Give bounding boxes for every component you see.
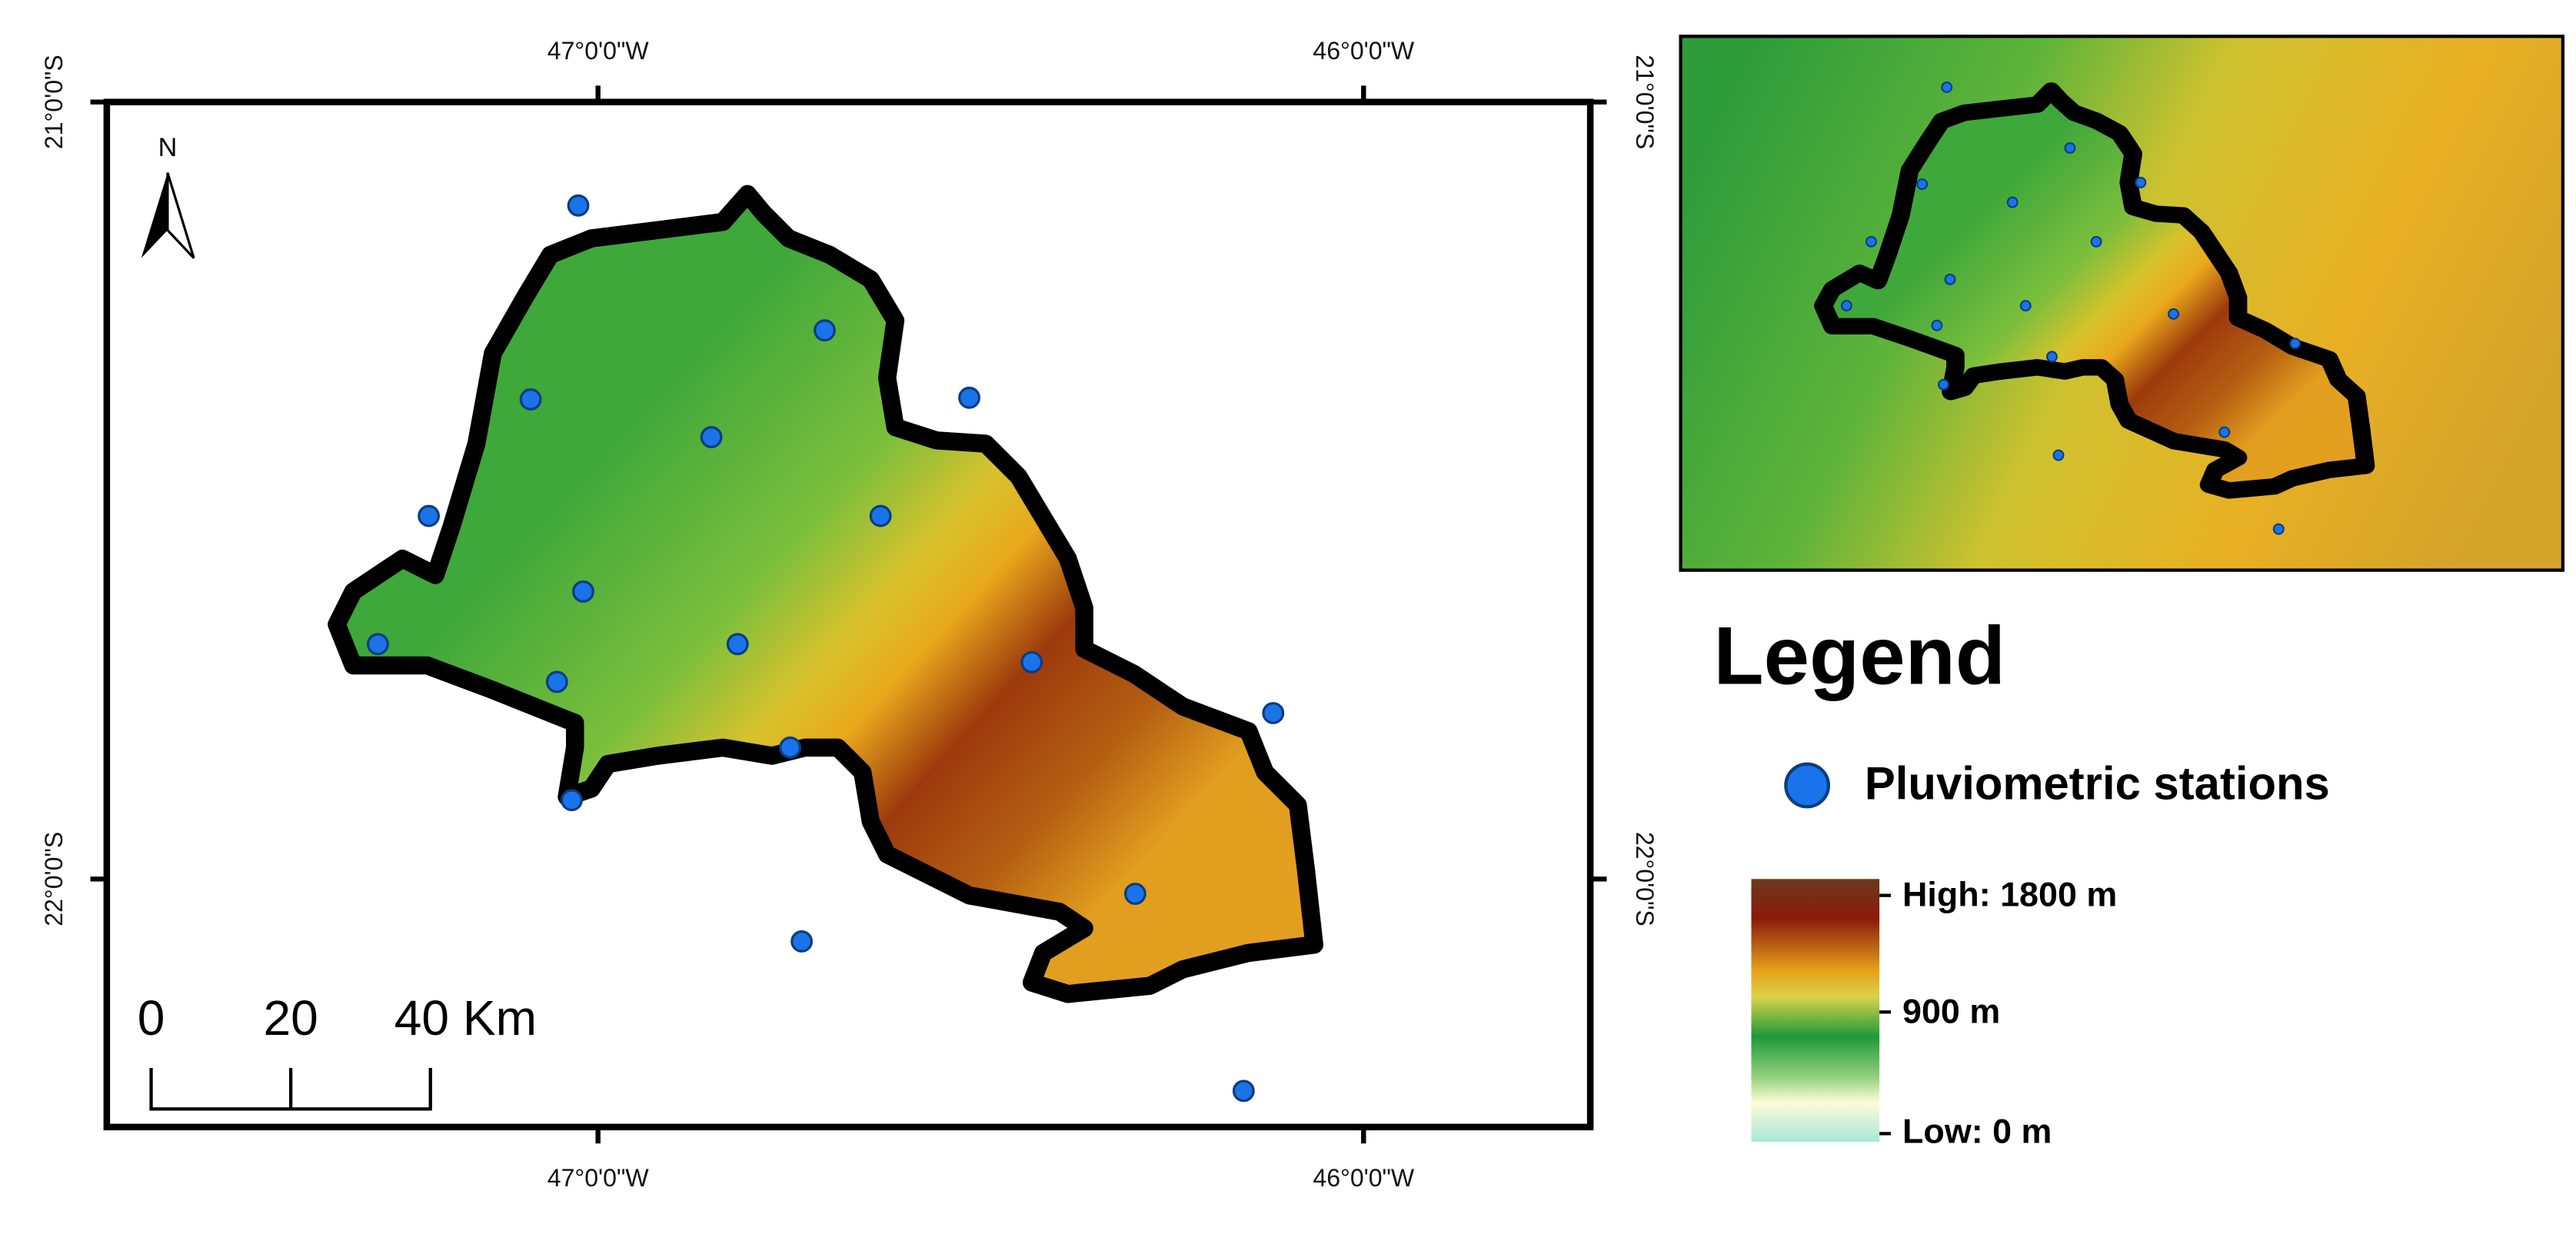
lon-label: 47°0'0"W (547, 1164, 650, 1192)
legend-low: Low: 0 m (1902, 1111, 2052, 1150)
lon-label: 47°0'0"W (547, 37, 650, 65)
elevation-ramp (1751, 879, 1880, 1143)
legend-high: High: 1800 m (1902, 875, 2117, 914)
lat-label: 22°0'0"S (40, 832, 68, 926)
legend-station-symbol (1784, 762, 1831, 809)
lat-label: 21°0'0"S (1631, 55, 1659, 149)
north-label: N (158, 133, 178, 162)
scale-label: 20 (264, 990, 318, 1046)
legend-station-label: Pluviometric stations (1865, 757, 2330, 809)
inset-map (1680, 36, 2563, 570)
graticule-ticks (90, 85, 1607, 1144)
ramp-ticks (1879, 893, 1892, 1136)
scale-label: 40 Km (394, 990, 537, 1046)
scale-label: 0 (138, 990, 165, 1046)
lat-label: 21°0'0"S (40, 55, 68, 149)
lon-label: 46°0'0"W (1313, 37, 1415, 65)
legend-mid: 900 m (1902, 991, 2000, 1030)
legend-title: Legend (1713, 609, 2005, 701)
inset-frame (1679, 35, 2565, 572)
lat-label: 22°0'0"S (1631, 832, 1659, 926)
scale-bar: 0 20 40 Km (138, 990, 537, 1111)
stations (366, 194, 1285, 1103)
lon-label: 46°0'0"W (1313, 1164, 1415, 1192)
